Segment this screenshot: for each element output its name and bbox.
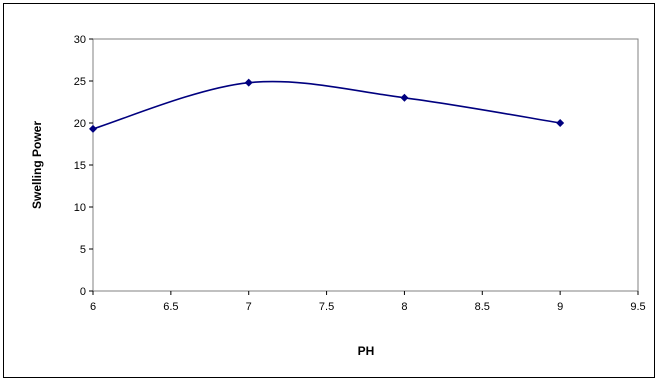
y-tick-label: 5: [80, 244, 86, 256]
x-axis-title: PH: [358, 344, 375, 358]
y-tick-label: 25: [74, 76, 86, 88]
x-tick-label: 6: [90, 301, 96, 313]
series-line: [92, 80, 561, 130]
x-tick-label: 6.5: [163, 301, 178, 313]
x-tick-label: 7.5: [319, 301, 334, 313]
y-tick-label: 15: [74, 160, 86, 172]
y-tick-label: 30: [74, 34, 86, 46]
x-tick-label: 9: [557, 301, 563, 313]
y-tick-label: 20: [74, 118, 86, 130]
x-tick-label: 8: [401, 301, 407, 313]
x-tick-label: 9.5: [630, 301, 645, 313]
y-axis-title: Swelling Power: [30, 121, 44, 209]
x-axis-ticks: 6 6.5 7 7.5 8 8.5 9 9.5: [90, 291, 646, 313]
series-layer: [89, 78, 565, 133]
data-point-marker: [244, 78, 253, 87]
data-point-marker: [400, 93, 409, 102]
x-tick-label: 8.5: [475, 301, 490, 313]
data-point-marker: [89, 124, 97, 133]
plot-area: [92, 38, 639, 292]
y-tick-label: 10: [74, 202, 86, 214]
y-tick-label: 0: [80, 286, 86, 298]
data-point-marker: [556, 119, 565, 127]
x-tick-label: 7: [246, 301, 252, 313]
y-axis-ticks: 0 5 10 15 20 25 30: [74, 34, 93, 298]
